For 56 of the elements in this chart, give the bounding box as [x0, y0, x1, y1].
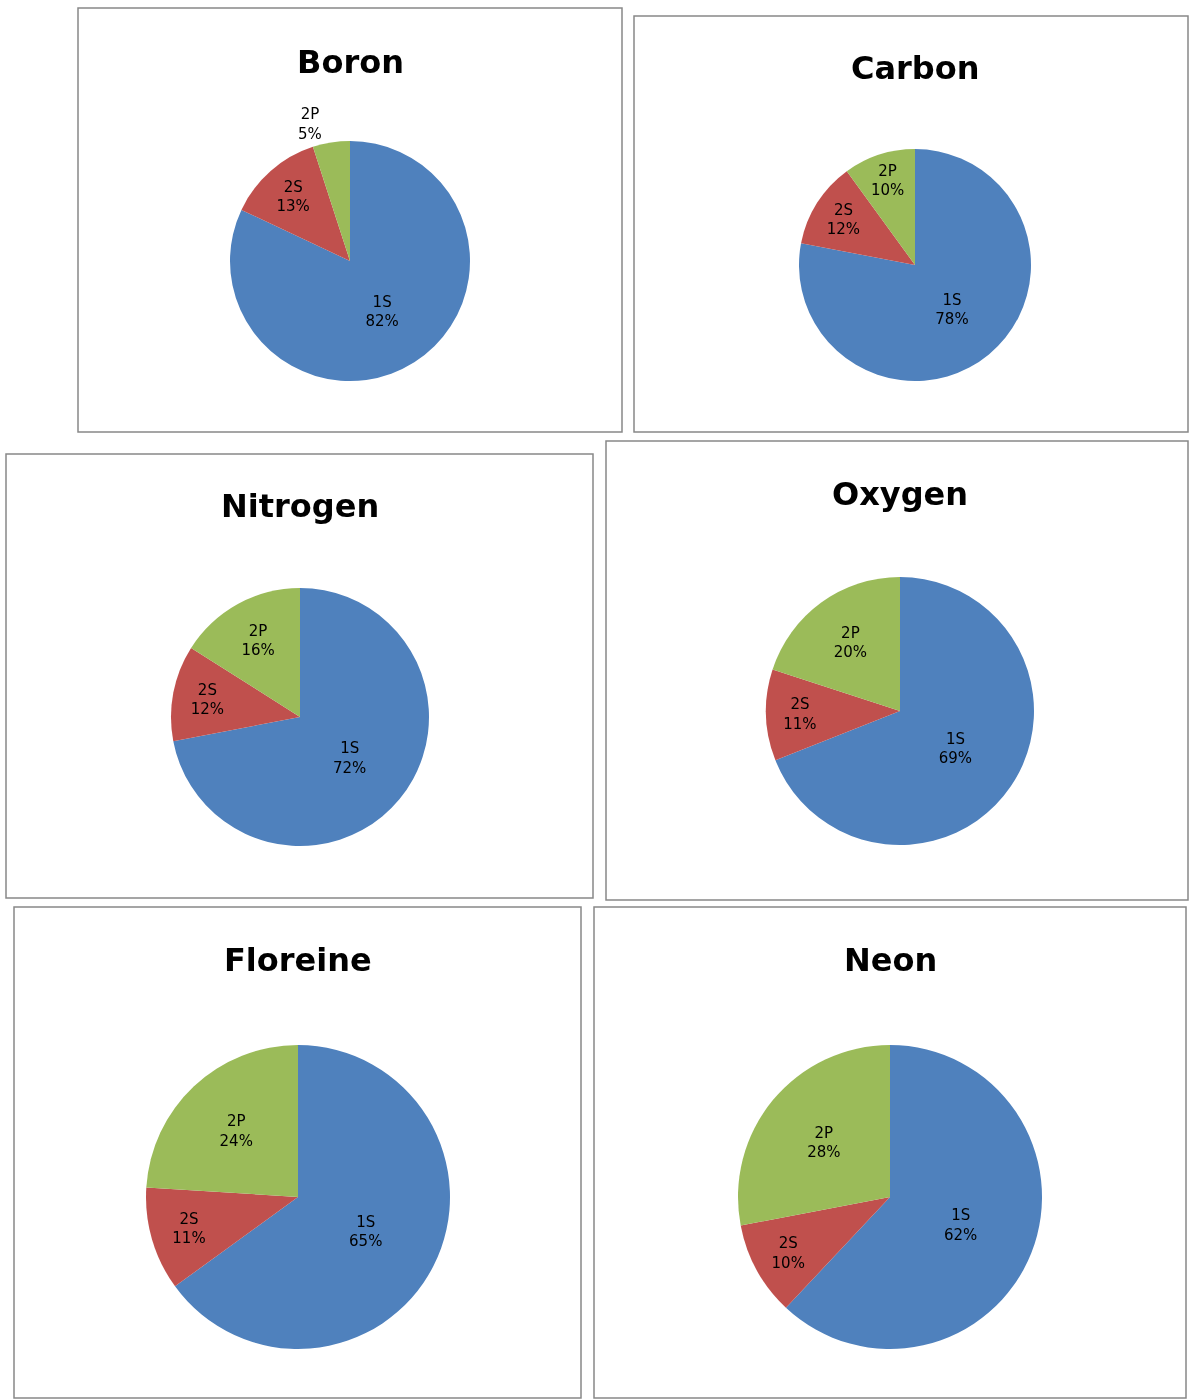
- slice-label: 2S: [179, 1209, 199, 1228]
- chart-title: Oxygen: [832, 475, 969, 513]
- slice-label: 1S: [356, 1212, 376, 1231]
- chart-title: Neon: [844, 941, 938, 979]
- pie-slice: [312, 141, 350, 261]
- pie-slice: [230, 141, 470, 381]
- slice-label: 1S: [372, 292, 392, 311]
- pie-slice: [738, 1045, 890, 1226]
- data-label: 78%: [935, 310, 969, 329]
- data-label: 12%: [190, 700, 225, 719]
- slice-label: 2P: [248, 621, 268, 640]
- pie-slice: [175, 1045, 450, 1349]
- pie-slice: [146, 1187, 298, 1287]
- data-label: 10%: [771, 1253, 805, 1272]
- data-label: 10%: [870, 181, 905, 200]
- data-label: 65%: [349, 1232, 383, 1251]
- pie-slice: [799, 149, 1031, 381]
- data-label: 13%: [276, 197, 310, 216]
- data-label: 12%: [826, 220, 861, 239]
- pie-slice: [766, 669, 900, 761]
- chart-title: Carbon: [851, 49, 980, 87]
- slice-label: 2P: [878, 161, 897, 180]
- data-label: 69%: [938, 749, 973, 768]
- pie-slice: [146, 1045, 298, 1197]
- slice-label: 1S: [951, 1206, 971, 1225]
- slice-label: 2P: [300, 105, 320, 124]
- data-label: 5%: [298, 124, 322, 143]
- data-label: 16%: [241, 641, 275, 660]
- pie-slice: [772, 577, 900, 711]
- data-label: 11%: [783, 714, 817, 733]
- chart-title: Boron: [297, 43, 404, 81]
- data-label: 20%: [833, 643, 868, 662]
- slice-label: 1S: [340, 739, 360, 758]
- pie-slice: [241, 146, 350, 261]
- slice-label: 2P: [841, 623, 860, 642]
- data-label: 72%: [333, 758, 367, 777]
- slice-label: 2S: [197, 680, 217, 699]
- chart-title: Floreine: [224, 941, 372, 979]
- data-label: 28%: [807, 1143, 841, 1162]
- data-label: 62%: [943, 1225, 978, 1244]
- chart-title: Nitrogen: [221, 487, 380, 525]
- slice-label: 2P: [226, 1112, 246, 1131]
- data-label: 24%: [219, 1131, 253, 1150]
- slice-label: 2S: [283, 177, 303, 196]
- data-label: 82%: [365, 312, 399, 331]
- pie-slice: [173, 588, 429, 846]
- pie-slice: [740, 1197, 890, 1308]
- slice-label: 2S: [778, 1234, 798, 1253]
- slice-label: 1S: [945, 729, 965, 748]
- pie-slice: [191, 588, 300, 717]
- slice-label: 2P: [814, 1123, 834, 1142]
- pie-slice: [775, 577, 1034, 845]
- data-label: 11%: [172, 1229, 206, 1248]
- slice-label: 2S: [790, 695, 810, 714]
- slice-label: 2S: [833, 200, 853, 219]
- slice-label: 1S: [942, 290, 962, 309]
